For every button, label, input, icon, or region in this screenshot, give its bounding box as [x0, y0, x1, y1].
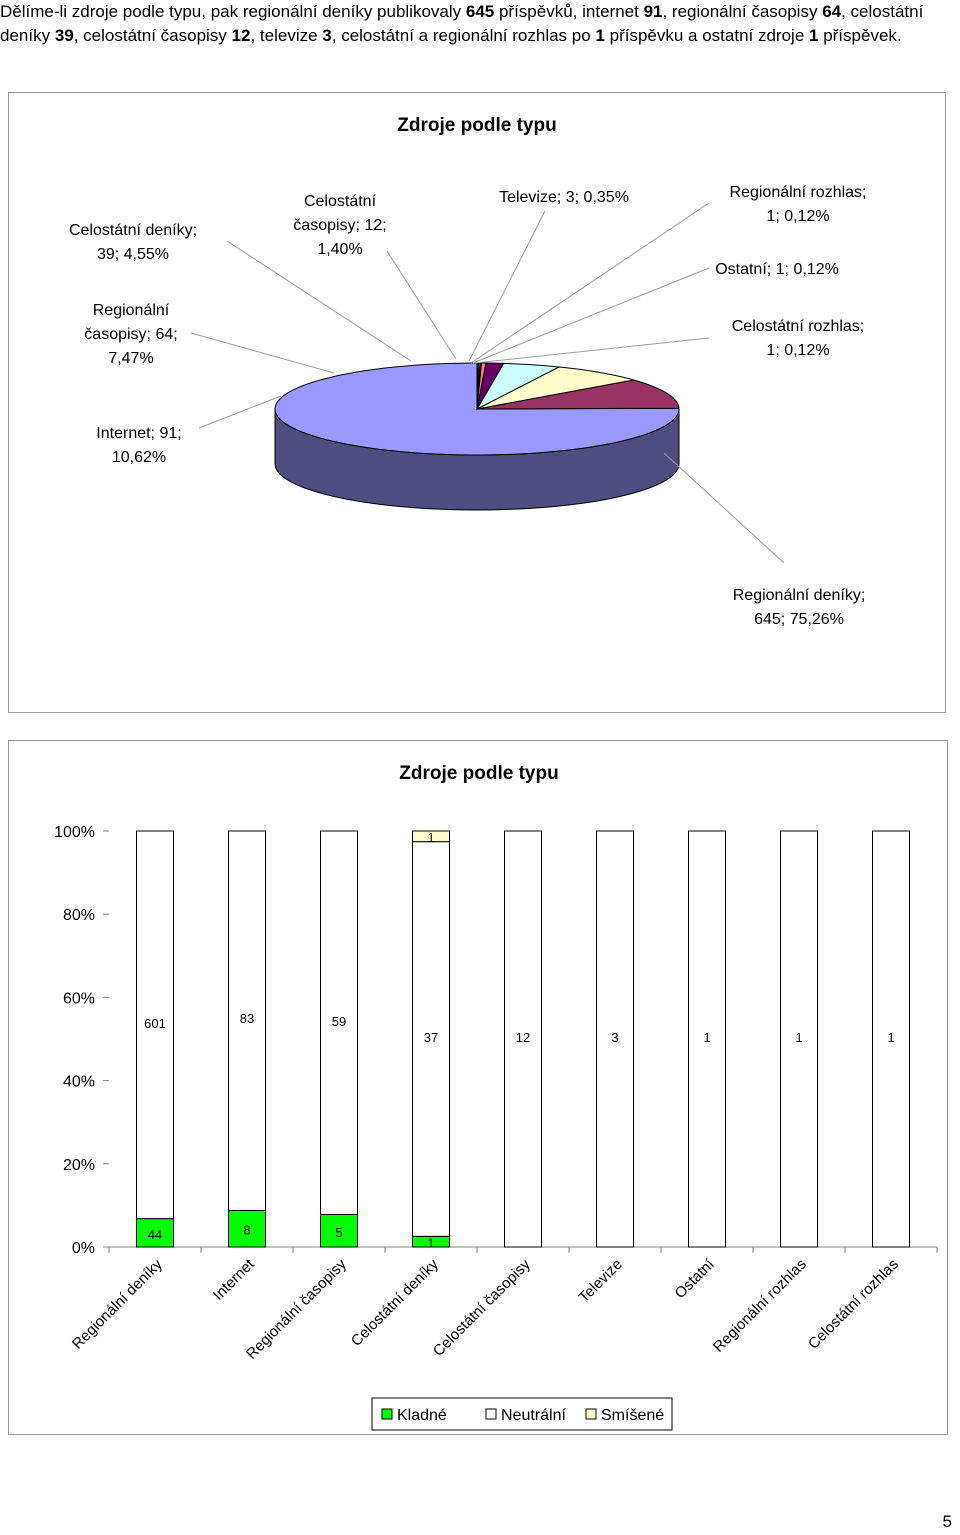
bar-data-label: 12 — [516, 1030, 530, 1045]
pie-top-faces — [274, 362, 680, 456]
bar-data-label: 1 — [427, 1236, 434, 1251]
intro-value: 645 — [465, 2, 495, 21]
bar-data-label: 5 — [335, 1225, 342, 1240]
intro-value: 1 — [809, 26, 819, 45]
legend-label: Kladné — [397, 1407, 447, 1424]
pie-data-label-6: Regionální rozhlas; 1; 0,12% — [730, 184, 867, 225]
intro-text: , celostátní deníky — [0, 2, 924, 45]
bar-segment-neutrální — [688, 830, 726, 1248]
pie-data-label-1: Internet; 91; 10,62% — [96, 425, 181, 466]
legend-label: Smíšené — [601, 1407, 664, 1424]
intro-text: Dělíme-li zdroje podle typu, pak regioná… — [0, 2, 466, 21]
pie-leader-line-8 — [474, 337, 710, 364]
pie-data-label-7: Ostatní; 1; 0,12% — [715, 261, 839, 278]
pie-slice-1 — [476, 379, 680, 410]
bar-segment-neutrální — [872, 830, 910, 1248]
bar-segment-neutrální — [228, 830, 266, 1211]
intro-text: příspěvku a ostatní zdroje — [604, 26, 809, 45]
intro-paragraph: Dělíme-li zdroje podle typu, pak regioná… — [0, 0, 958, 48]
pie-leader-line-3 — [226, 240, 412, 362]
intro-value: 3 — [322, 26, 332, 45]
bar-segment-neutrální — [136, 830, 174, 1220]
y-tick-label: 40% — [63, 1074, 95, 1091]
intro-text: , celostátní a regionální rozhlas po — [331, 26, 596, 45]
legend-swatch — [485, 1408, 497, 1420]
intro-text: příspěvek. — [818, 26, 902, 45]
bar-segment-kladné — [136, 1218, 174, 1248]
x-category-label: Ostatní — [672, 1255, 719, 1302]
x-category-label: Celostátní časopisy — [430, 1255, 534, 1359]
intro-value: 64 — [822, 2, 842, 21]
y-tick-label: 80% — [63, 907, 95, 924]
y-tick-label: 20% — [63, 1157, 95, 1174]
intro-text: , televize — [250, 26, 323, 45]
x-category-label: Internet — [210, 1255, 259, 1304]
bar-data-label: 601 — [144, 1016, 166, 1031]
bar-data-label: 1 — [703, 1030, 710, 1045]
legend-swatch — [381, 1408, 393, 1420]
bar-series: 44 601 8 83 5 59 1 37 1 12 3 1 1 1 — [136, 830, 910, 1251]
bar-segment-kladné — [320, 1214, 358, 1248]
legend-label: Neutrální — [501, 1407, 566, 1424]
pie-labels: Regionální deníky; 645; 75,26% Internet; 9… — [69, 184, 867, 628]
intro-value: 91 — [643, 2, 663, 21]
bar-data-label: 8 — [243, 1223, 250, 1238]
intro-value: 12 — [231, 26, 251, 45]
bar-data-label: 1 — [795, 1030, 802, 1045]
pie-data-label-8: Celostátní rozhlas; 1; 0,12% — [732, 318, 865, 359]
bar-data-label: 59 — [332, 1014, 346, 1029]
intro-value: 39 — [54, 26, 74, 45]
pie-chart-frame: Zdroje podle typu Regionální deníky; 645; … — [8, 92, 946, 713]
x-category-label: Celostátní deníky — [348, 1255, 442, 1349]
bar-segment-neutrální — [504, 830, 542, 1248]
pie-leader-line-2 — [190, 332, 335, 374]
page-number: 5 — [942, 1512, 952, 1531]
pie-leader-line-6 — [470, 202, 710, 364]
bar-data-label: 44 — [148, 1227, 162, 1242]
y-tick-label: 0% — [72, 1240, 95, 1257]
pie-data-label-4: Celostátní časopisy; 12; 1,40% — [293, 193, 386, 258]
pie-chart: Zdroje podle typu Regionální deníky; 645; … — [69, 115, 867, 628]
bar-segment-neutrální — [412, 841, 450, 1237]
bar-data-label: 83 — [240, 1011, 254, 1026]
x-category-label: Regionální deníky — [69, 1255, 166, 1352]
bar-segment-neutrální — [596, 830, 634, 1248]
pie-leader-line-1 — [198, 395, 282, 429]
pie-data-label-2: Regionální časopisy; 64; 7,47% — [84, 302, 177, 367]
bar-legend: Kladné Neutrální Smíšené — [371, 1397, 673, 1431]
legend-box — [371, 1397, 673, 1431]
y-tick-label: 100% — [54, 824, 95, 841]
bar-title: Zdroje podle typu — [399, 763, 558, 784]
pie-leader-line-4 — [386, 250, 457, 360]
bar-data-label: 1 — [887, 1030, 894, 1045]
bar-data-label: 3 — [611, 1030, 618, 1045]
bar-segment-smíšené — [412, 830, 450, 843]
pie-data-label-0: Regionální deníky; 645; 75,26% — [733, 587, 866, 628]
pie-data-label-5: Televize; 3; 0,35% — [499, 189, 629, 206]
x-category-label: Celostátní rozhlas — [805, 1256, 902, 1353]
intro-text: , celostátní časopisy — [73, 26, 232, 45]
y-tick-label: 60% — [63, 990, 95, 1007]
pie-leader-line-0 — [663, 452, 785, 564]
pie-slice-2 — [476, 366, 634, 410]
intro-value: 1 — [595, 26, 605, 45]
intro-text: příspěvků, internet — [494, 2, 644, 21]
bar-chart-frame: Zdroje podle typu 0% 20% 40% 60% 80% 100% 44 601… — [8, 740, 948, 1435]
intro-text: , regionální časopisy — [662, 2, 823, 21]
bar-data-label: 37 — [424, 1030, 438, 1045]
x-category-label: Televize — [575, 1256, 625, 1306]
stacked-bar-chart: Zdroje podle typu 0% 20% 40% 60% 80% 100% 44 601… — [54, 763, 938, 1431]
pie-data-label-3: Celostátní deníky; 39; 4,55% — [69, 222, 197, 263]
x-category-label: Regionální časopisy — [243, 1255, 350, 1362]
bar-data-label: 1 — [427, 830, 434, 845]
pie-leader-line-7 — [472, 267, 710, 364]
legend-swatch — [585, 1408, 597, 1420]
x-category-label: Regionální rozhlas — [710, 1256, 810, 1356]
pie-leader-line-5 — [468, 210, 546, 362]
pie-title: Zdroje podle typu — [397, 115, 556, 136]
bar-segment-neutrální — [320, 830, 358, 1215]
bar-segment-neutrální — [780, 830, 818, 1248]
